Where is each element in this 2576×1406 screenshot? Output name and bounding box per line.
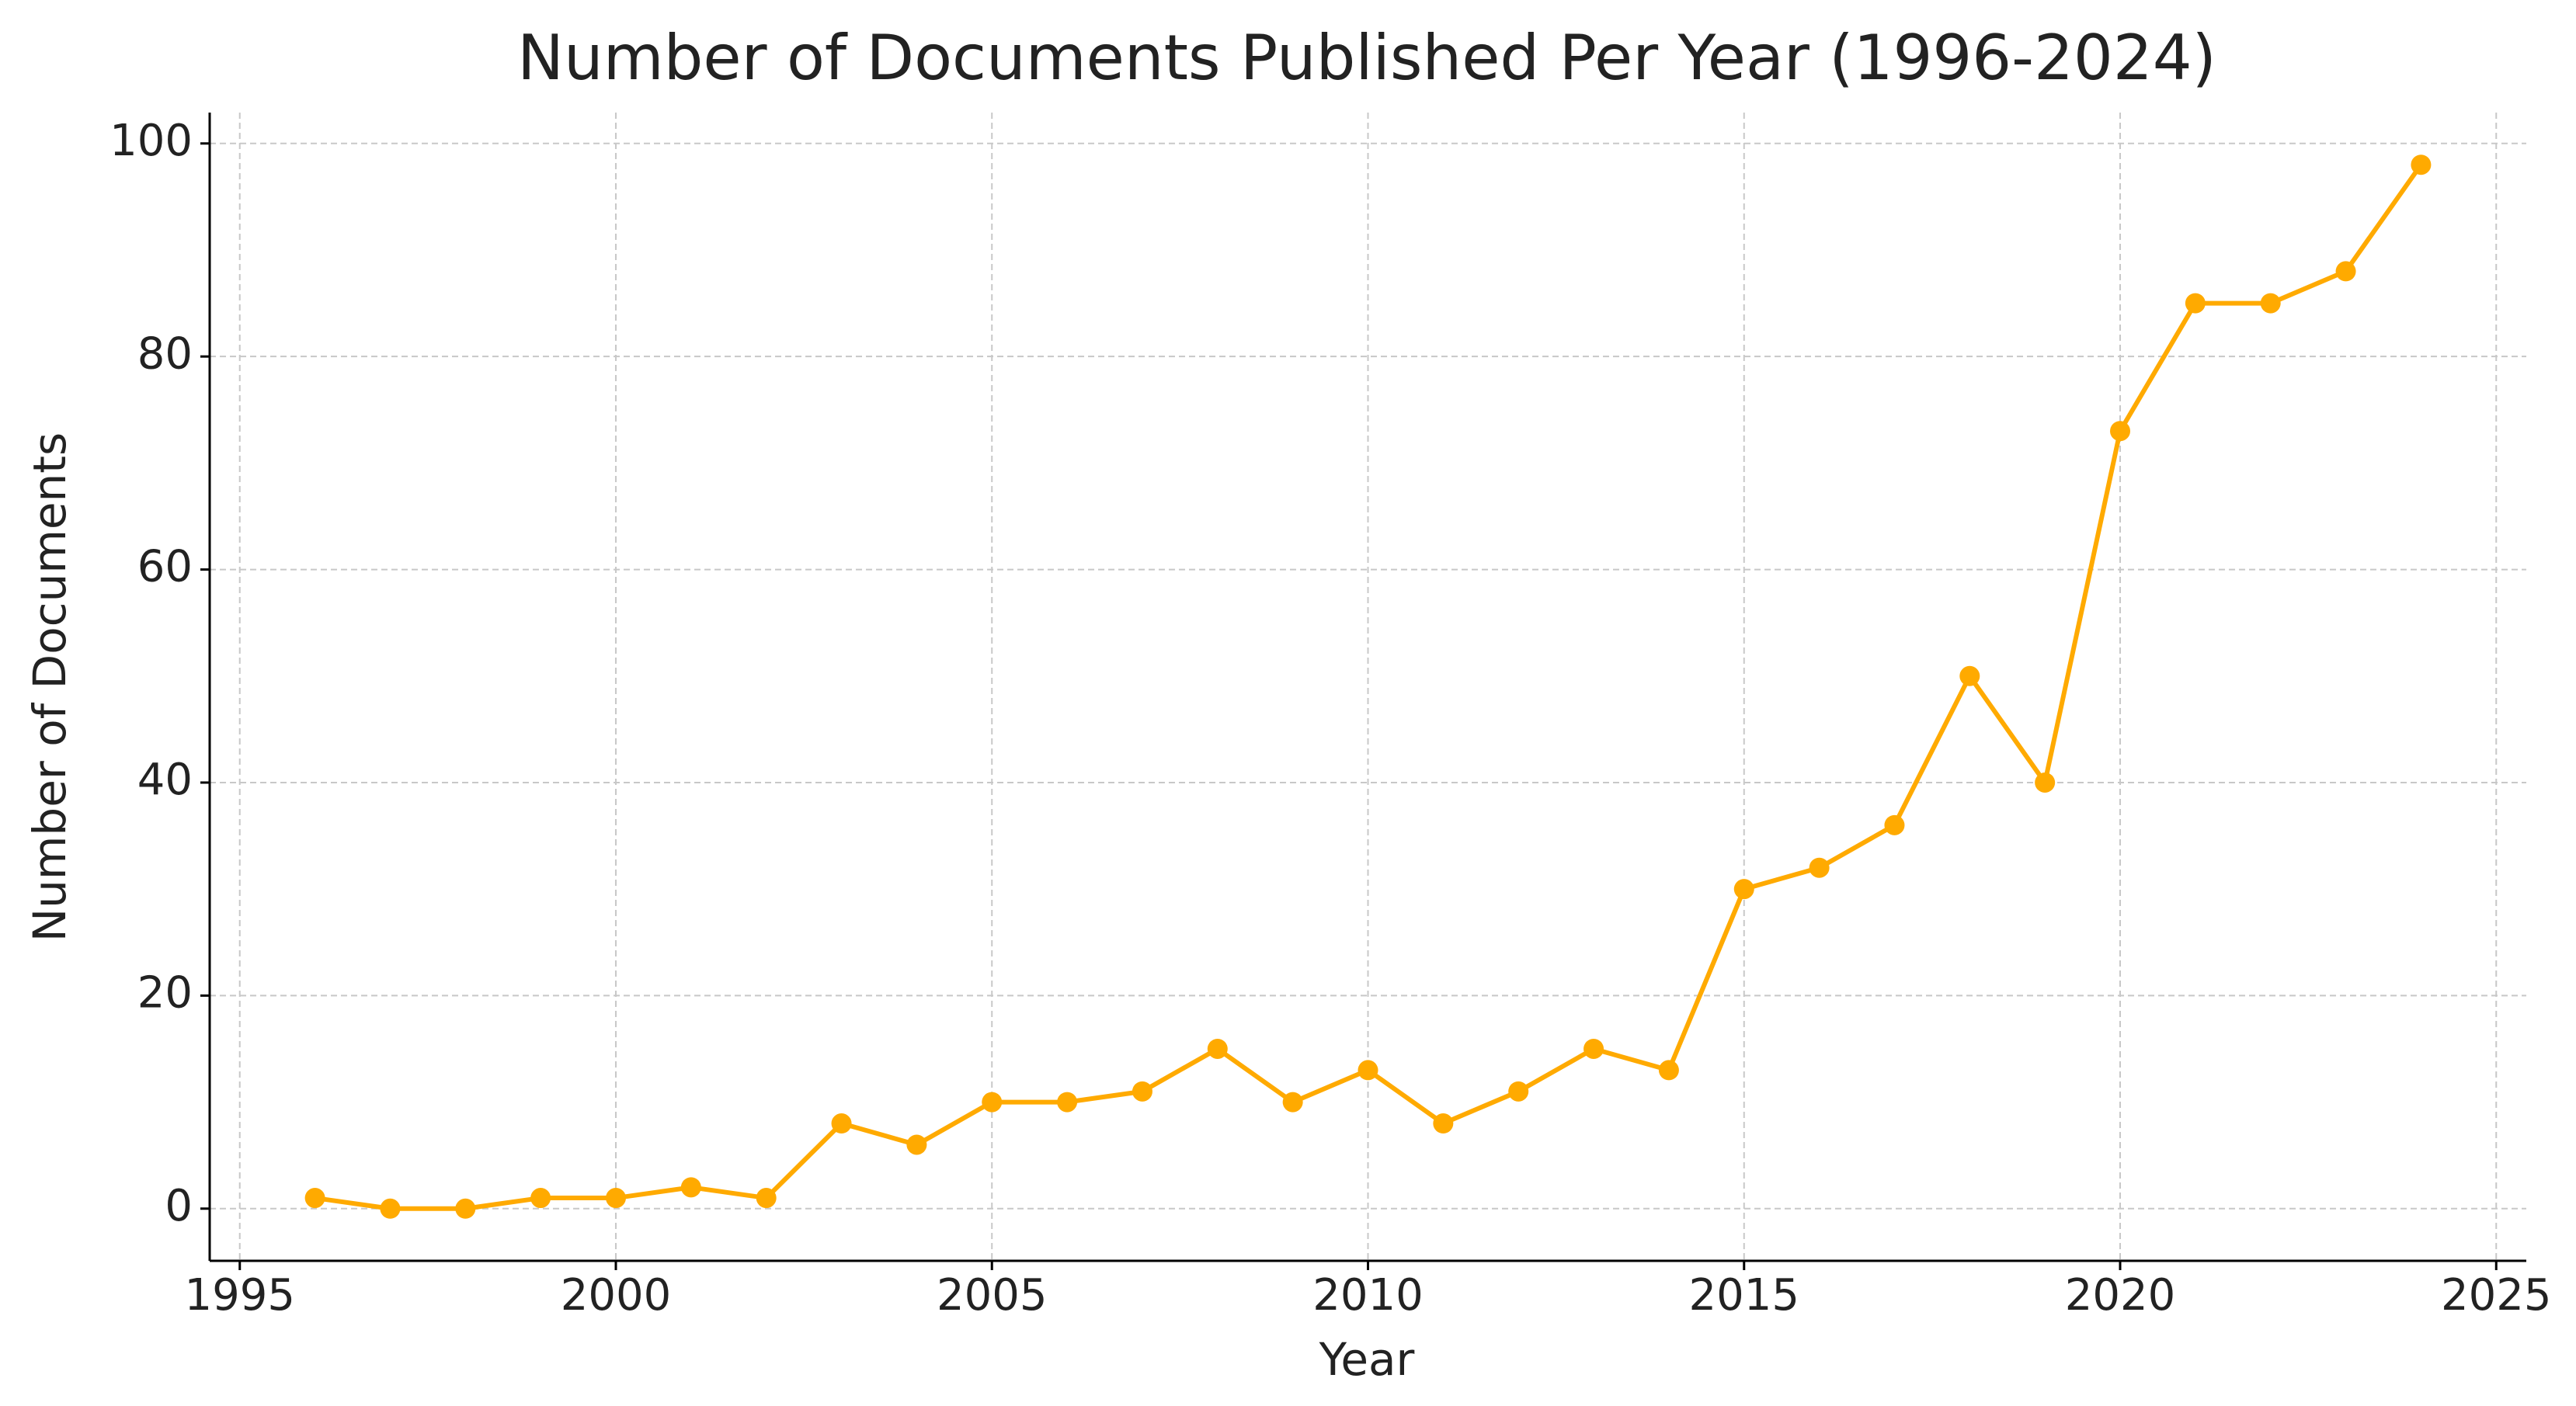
y-tick-label: 0	[165, 1181, 193, 1231]
data-point	[380, 1198, 401, 1219]
y-tick-label: 40	[137, 755, 193, 805]
data-point	[1508, 1081, 1529, 1102]
x-tick-label: 2025	[2441, 1270, 2552, 1321]
data-point	[1057, 1092, 1078, 1113]
data-point	[831, 1113, 852, 1134]
x-tick-label: 2020	[2065, 1270, 2176, 1321]
data-point	[1132, 1081, 1152, 1102]
data-point	[304, 1188, 325, 1209]
y-axis-label: Number of Documents	[23, 432, 76, 942]
data-point	[756, 1188, 777, 1209]
data-point	[1733, 879, 1754, 900]
y-tick-label: 20	[137, 968, 193, 1019]
data-point	[1884, 814, 1905, 835]
chart-title: Number of Documents Published Per Year (…	[517, 22, 2216, 94]
data-point	[605, 1188, 626, 1209]
data-point	[2110, 421, 2131, 442]
x-tick-label: 2005	[937, 1270, 1048, 1321]
data-point	[530, 1188, 551, 1209]
data-point	[1433, 1113, 1454, 1134]
data-point	[1358, 1060, 1378, 1081]
x-tick-label: 2015	[1688, 1270, 1799, 1321]
x-tick-label: 1995	[184, 1270, 295, 1321]
data-point	[2335, 261, 2356, 282]
data-point	[906, 1134, 927, 1155]
data-point	[2411, 154, 2432, 175]
data-point	[982, 1092, 1003, 1113]
data-point	[2185, 293, 2206, 314]
data-point	[455, 1198, 476, 1219]
y-tick-label: 80	[137, 328, 193, 379]
data-point	[1583, 1038, 1604, 1059]
data-point	[680, 1177, 701, 1198]
x-tick-label: 2010	[1312, 1270, 1424, 1321]
x-axis-label: Year	[1319, 1333, 1415, 1386]
data-point	[1282, 1092, 1303, 1113]
data-point	[1809, 857, 1830, 878]
y-tick-label: 60	[137, 542, 193, 592]
data-point	[2035, 772, 2056, 793]
data-point	[2260, 293, 2281, 314]
x-tick-label: 2000	[561, 1270, 672, 1321]
data-point	[1959, 665, 1980, 686]
data-point	[1207, 1038, 1228, 1059]
y-tick-label: 100	[110, 116, 193, 166]
data-point	[1658, 1060, 1679, 1081]
